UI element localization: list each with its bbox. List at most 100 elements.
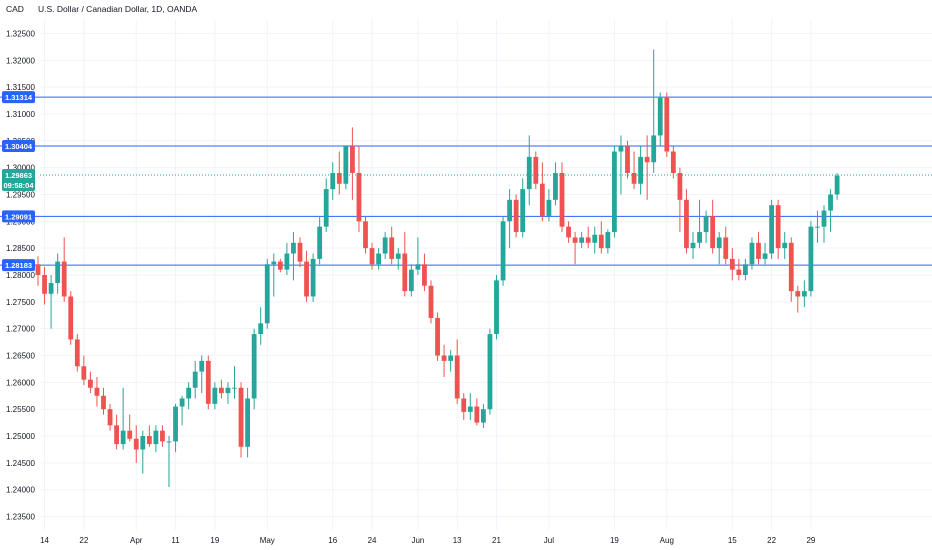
candle[interactable] — [638, 146, 643, 195]
candle[interactable] — [723, 226, 729, 265]
candle[interactable] — [736, 258, 742, 281]
candle[interactable] — [677, 167, 683, 233]
candle[interactable] — [395, 248, 401, 270]
candle[interactable] — [651, 49, 657, 173]
candle[interactable] — [808, 221, 814, 297]
candle[interactable] — [690, 232, 696, 259]
candle[interactable] — [782, 232, 788, 259]
candle[interactable] — [369, 242, 375, 270]
candle[interactable] — [376, 248, 381, 270]
candle[interactable] — [507, 189, 512, 249]
candle[interactable] — [55, 253, 61, 294]
candle[interactable] — [605, 229, 611, 254]
candle[interactable] — [199, 355, 205, 394]
candle[interactable] — [120, 387, 126, 450]
candle[interactable] — [408, 264, 414, 297]
candle[interactable] — [42, 266, 47, 305]
candle[interactable] — [323, 178, 329, 233]
candle[interactable] — [264, 258, 270, 329]
candle[interactable] — [834, 173, 840, 200]
candle[interactable] — [625, 140, 630, 179]
candle[interactable] — [520, 178, 526, 238]
candle[interactable] — [821, 205, 827, 243]
candle[interactable] — [697, 199, 702, 249]
candle[interactable] — [513, 194, 519, 238]
candle[interactable] — [277, 258, 283, 273]
candle[interactable] — [703, 210, 709, 243]
candle[interactable] — [481, 403, 486, 428]
candle[interactable] — [310, 253, 316, 302]
candle[interactable] — [435, 312, 440, 361]
candle[interactable] — [297, 237, 303, 267]
candle[interactable] — [205, 355, 211, 410]
candle[interactable] — [219, 379, 224, 399]
candle[interactable] — [788, 237, 794, 302]
candle[interactable] — [291, 232, 296, 281]
candle[interactable] — [232, 366, 237, 399]
candle[interactable] — [422, 253, 427, 292]
candle[interactable] — [382, 232, 388, 259]
candle[interactable] — [304, 250, 309, 302]
candle[interactable] — [795, 285, 801, 313]
candle[interactable] — [539, 162, 545, 222]
candle[interactable] — [467, 393, 473, 420]
candle[interactable] — [48, 275, 54, 329]
candle[interactable] — [670, 146, 676, 179]
candle[interactable] — [716, 232, 722, 265]
candle[interactable] — [363, 215, 368, 254]
candle[interactable] — [225, 382, 231, 404]
candle[interactable] — [127, 414, 133, 442]
candle[interactable] — [61, 237, 67, 302]
candle[interactable] — [487, 328, 493, 415]
candle[interactable] — [585, 226, 591, 249]
candle[interactable] — [749, 237, 755, 270]
candle[interactable] — [631, 151, 637, 190]
candle[interactable] — [526, 135, 532, 206]
candle[interactable] — [192, 360, 198, 399]
candle[interactable] — [684, 189, 689, 254]
candle[interactable] — [238, 382, 244, 458]
candle[interactable] — [572, 232, 578, 265]
candle[interactable] — [140, 430, 146, 474]
candle[interactable] — [186, 382, 192, 410]
candle[interactable] — [356, 146, 362, 233]
candle[interactable] — [461, 393, 467, 420]
candle[interactable] — [533, 151, 539, 190]
candle[interactable] — [146, 425, 152, 447]
candle[interactable] — [81, 355, 87, 386]
candle[interactable] — [271, 253, 277, 297]
candle[interactable] — [415, 237, 421, 275]
candle[interactable] — [657, 92, 663, 147]
candle[interactable] — [317, 215, 323, 265]
candle[interactable] — [402, 232, 408, 297]
candle[interactable] — [68, 291, 74, 345]
candle[interactable] — [546, 189, 552, 222]
candle[interactable] — [258, 307, 264, 345]
candle[interactable] — [153, 425, 159, 453]
candle[interactable] — [428, 280, 434, 324]
candle[interactable] — [441, 344, 447, 377]
candle[interactable] — [618, 135, 624, 195]
candle[interactable] — [336, 151, 342, 195]
candle[interactable] — [579, 232, 585, 249]
candle[interactable] — [566, 221, 571, 243]
candle[interactable] — [101, 387, 106, 415]
level-price-tag[interactable]: 1.30404 — [2, 139, 35, 152]
candle[interactable] — [166, 436, 172, 488]
level-price-tag[interactable]: 1.28183 — [2, 259, 35, 272]
candle[interactable] — [245, 387, 250, 458]
candle[interactable] — [474, 398, 480, 426]
candle[interactable] — [756, 232, 761, 265]
candle[interactable] — [350, 127, 355, 200]
candle[interactable] — [500, 215, 506, 286]
candle[interactable] — [553, 162, 558, 206]
candle[interactable] — [389, 226, 395, 265]
candle[interactable] — [251, 328, 257, 410]
candle[interactable] — [598, 221, 604, 254]
candle[interactable] — [559, 162, 565, 233]
candle[interactable] — [775, 199, 781, 259]
candle[interactable] — [828, 189, 833, 233]
candle[interactable] — [448, 350, 454, 372]
candle[interactable] — [284, 242, 290, 275]
